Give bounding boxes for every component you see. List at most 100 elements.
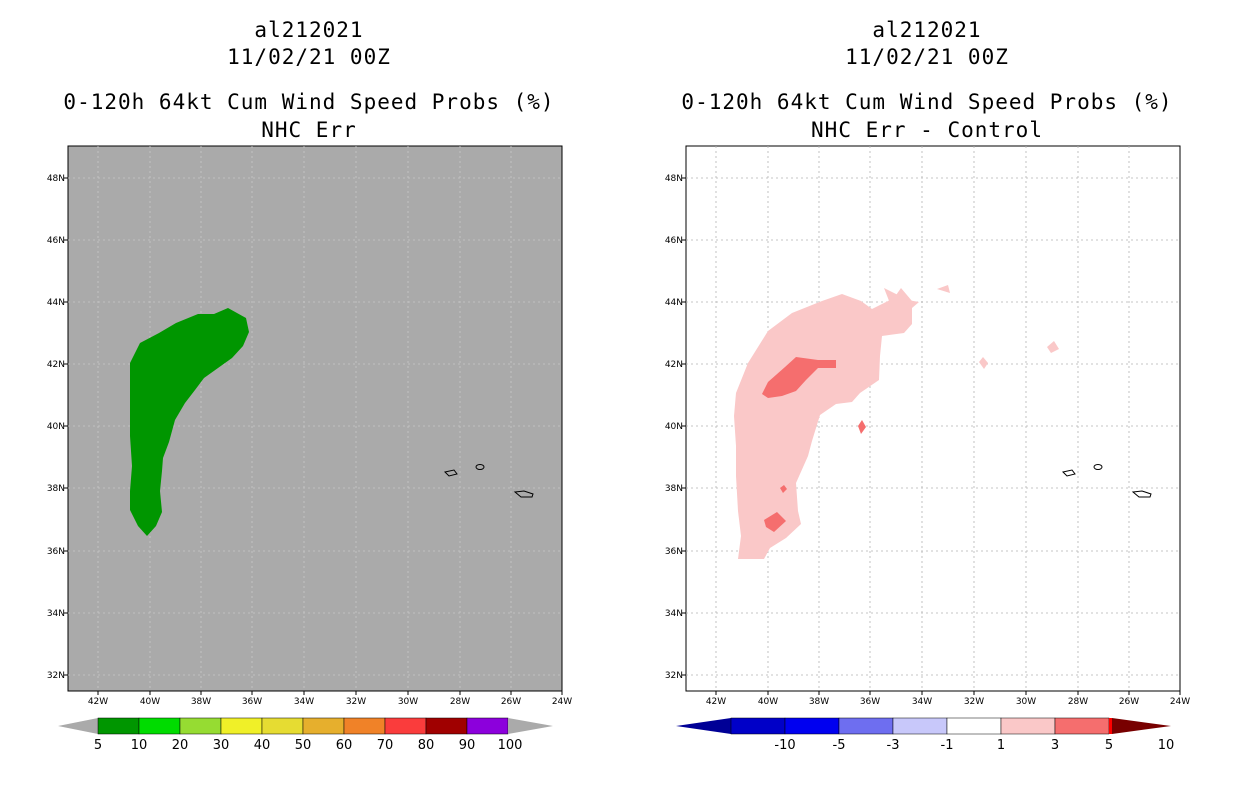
- right-panel: al212021 11/02/21 00Z 0-120h 64kt Cum Wi…: [618, 0, 1236, 800]
- colorbar-segment: [838, 717, 894, 735]
- colorbar-low-extension: [676, 718, 731, 734]
- colorbar-segment: [220, 717, 263, 735]
- lat-label: 40N: [47, 422, 65, 432]
- storm-id: al212021: [872, 18, 982, 42]
- lon-tick-labels: 42W 40W 38W 36W 34W 32W 30W 28W 26W 24W: [706, 697, 1190, 707]
- colorbar-segment: [1000, 717, 1056, 735]
- colorbar-segment: [97, 717, 140, 735]
- panel-subtitle: NHC Err: [261, 118, 357, 142]
- lat-label: 40N: [665, 422, 683, 432]
- forecast-datetime: 11/02/21 00Z: [845, 45, 1009, 69]
- lon-label: 38W: [809, 697, 829, 707]
- product-title: 0-120h 64kt Cum Wind Speed Probs (%): [681, 90, 1173, 114]
- colorbar-label: 30: [213, 738, 230, 753]
- colorbar-label: 80: [418, 738, 435, 753]
- colorbar-label: 10: [1158, 738, 1175, 753]
- lat-label: 48N: [47, 174, 65, 184]
- lon-tick-labels: 42W 40W 38W 36W 34W 32W 30W 28W 26W 24W: [88, 697, 572, 707]
- colorbar-segment: [1054, 717, 1110, 735]
- colorbar-segment: [343, 717, 386, 735]
- colorbar-low-extension: [58, 718, 98, 734]
- colorbar-label: 3: [1051, 738, 1059, 753]
- colorbar-high-extension: [508, 718, 553, 734]
- lon-label: 38W: [191, 697, 211, 707]
- panel-subtitle: NHC Err - Control: [811, 118, 1043, 142]
- left-panel: al212021 11/02/21 00Z 0-120h 64kt Cum Wi…: [47, 18, 572, 758]
- colorbar-label: -10: [774, 738, 795, 753]
- difference-light-contours: [734, 285, 1059, 559]
- lon-label: 28W: [1068, 697, 1088, 707]
- colorbar-label: -1: [941, 738, 954, 753]
- lon-label: 28W: [450, 697, 470, 707]
- colorbar-segment: [261, 717, 304, 735]
- lon-label: 26W: [1119, 697, 1139, 707]
- lat-label: 42N: [47, 360, 65, 370]
- colorbar-segment: [466, 717, 509, 735]
- azores-islands: [444, 464, 534, 498]
- lon-label: 30W: [1016, 697, 1036, 707]
- lon-label: 42W: [88, 697, 108, 707]
- colorbar: 5 10 20 30 40 50 60 70 80 90 100: [58, 717, 558, 758]
- forecast-datetime: 11/02/21 00Z: [227, 45, 391, 69]
- lon-label: 42W: [706, 697, 726, 707]
- lat-label: 44N: [665, 298, 683, 308]
- colorbar-label: 70: [377, 738, 394, 753]
- lon-label: 26W: [501, 697, 521, 707]
- lon-label: 40W: [140, 697, 160, 707]
- map-frame: 48N 46N 44N 42N 40N 38N 36N 34N 32N 42W …: [665, 145, 1190, 707]
- lon-label: 34W: [294, 697, 314, 707]
- colorbar-segment: [138, 717, 181, 735]
- azores-islands: [1062, 464, 1152, 498]
- colorbar-label: 50: [295, 738, 312, 753]
- colorbar-label: 5: [94, 738, 102, 753]
- lon-label: 24W: [1170, 697, 1190, 707]
- probability-contour: [130, 308, 249, 536]
- colorbar-segment: [730, 717, 786, 735]
- lon-label: 36W: [860, 697, 880, 707]
- storm-id: al212021: [254, 18, 364, 42]
- lat-label: 32N: [47, 671, 65, 681]
- map-frame: 48N 46N 44N 42N 40N 38N 36N 34N 32N 42W …: [47, 145, 572, 707]
- lon-label: 34W: [912, 697, 932, 707]
- colorbar-label: 100: [498, 738, 523, 753]
- colorbar-label: 1: [997, 738, 1005, 753]
- lat-tick-labels: 48N 46N 44N 42N 40N 38N 36N 34N 32N: [47, 174, 65, 681]
- lon-label: 36W: [242, 697, 262, 707]
- lat-label: 36N: [665, 547, 683, 557]
- colorbar-label: 5: [1105, 738, 1113, 753]
- lat-label: 34N: [665, 609, 683, 619]
- lat-label: 32N: [665, 671, 683, 681]
- axis-ticks: [64, 177, 563, 695]
- lat-label: 38N: [665, 484, 683, 494]
- colorbar-segment: [179, 717, 222, 735]
- colorbar-segment: [946, 717, 1002, 735]
- colorbar-segment: [784, 717, 840, 735]
- colorbar-segment: [892, 717, 948, 735]
- lat-label: 48N: [665, 174, 683, 184]
- colorbar-segment: [1109, 718, 1112, 734]
- colorbar-label: 40: [254, 738, 271, 753]
- colorbar-label: 20: [172, 738, 189, 753]
- difference-mid-contours: [762, 357, 866, 532]
- colorbar-label: 10: [131, 738, 148, 753]
- grid-lines: [686, 146, 1180, 691]
- axis-ticks: [682, 177, 1181, 695]
- grid-lines: [68, 146, 562, 691]
- lat-label: 46N: [47, 236, 65, 246]
- colorbar-segment: [302, 717, 345, 735]
- lat-label: 42N: [665, 360, 683, 370]
- lon-label: 24W: [552, 697, 572, 707]
- colorbar: -10 -5 -3 -1 1 3 5 10: [676, 717, 1176, 758]
- colorbar-high-extension: [1112, 718, 1171, 734]
- lat-label: 46N: [665, 236, 683, 246]
- colorbar-label: -5: [833, 738, 846, 753]
- colorbar-label: 90: [459, 738, 476, 753]
- colorbar-label: 60: [336, 738, 353, 753]
- colorbar-label: -3: [887, 738, 900, 753]
- colorbar-segment: [425, 717, 468, 735]
- colorbar-segment: [384, 717, 427, 735]
- lat-label: 36N: [47, 547, 65, 557]
- lat-label: 34N: [47, 609, 65, 619]
- lat-tick-labels: 48N 46N 44N 42N 40N 38N 36N 34N 32N: [665, 174, 683, 681]
- lon-label: 32W: [964, 697, 984, 707]
